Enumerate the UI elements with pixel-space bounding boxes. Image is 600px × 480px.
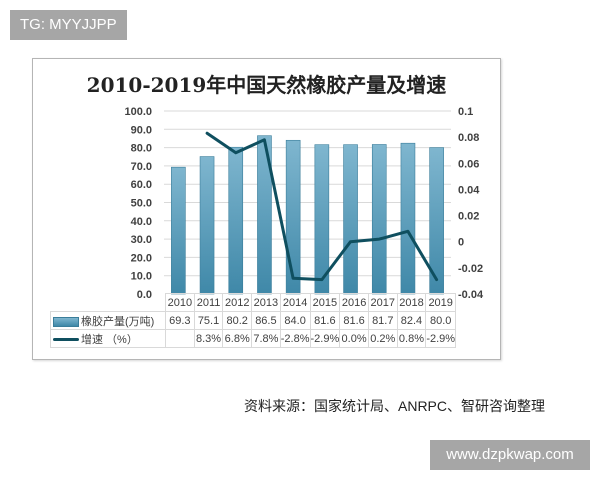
growth-cell: -2.8% xyxy=(279,329,311,348)
growth-cell: 8.3% xyxy=(193,329,224,348)
chart-frame: 2010-2019年中国天然橡胶产量及增速 100.0 90.0 80.0 70.0 6… xyxy=(32,58,501,360)
left-axis-tick: 20.0 xyxy=(131,252,152,264)
watermark: www.dzpkwap.com xyxy=(430,440,590,470)
production-cell: 75.1 xyxy=(193,311,224,330)
chart-title: 2010-2019年中国天然橡胶产量及增速 xyxy=(86,73,447,97)
production-cell: 82.4 xyxy=(396,311,427,330)
production-bar xyxy=(285,139,301,295)
growth-cell: -2.9% xyxy=(309,329,341,348)
right-axis-tick: 0.04 xyxy=(458,184,480,196)
production-cell: 81.7 xyxy=(367,311,398,330)
left-axis-tick: 90.0 xyxy=(131,124,152,136)
production-cell: 69.3 xyxy=(165,311,195,330)
production-bar xyxy=(228,146,244,295)
year-cell: 2018 xyxy=(396,293,427,312)
growth-cell: -2.9% xyxy=(425,329,457,348)
growth-cell: 7.8% xyxy=(251,329,281,348)
production-cell: 80.2 xyxy=(222,311,253,330)
year-cell: 2012 xyxy=(222,293,253,312)
left-axis-tick: 30.0 xyxy=(131,234,152,246)
left-axis-tick: 100.0 xyxy=(124,106,152,118)
left-axis-tick: 80.0 xyxy=(131,143,152,155)
growth-cell: 0.8% xyxy=(396,329,427,348)
chart-plot-area: 100.0 90.0 80.0 70.0 60.0 50.0 40.0 30.0 20.0 10.… xyxy=(124,106,484,301)
growth-cell: 0.2% xyxy=(367,329,398,348)
source-note: 资料来源：国家统计局、ANRPC、智研咨询整理 xyxy=(244,398,546,414)
production-cell: 86.5 xyxy=(251,311,281,330)
growth-line xyxy=(205,131,439,282)
left-axis-tick: 70.0 xyxy=(131,161,152,173)
table-row-years: 2010 2011 2012 2013 2014 2015 2016 2017 2018 2019 xyxy=(51,293,457,312)
production-cell: 84.0 xyxy=(279,311,311,330)
production-bar xyxy=(371,144,387,295)
legend-production-label: 橡胶产量(万吨) xyxy=(81,315,155,328)
production-cell: 81.6 xyxy=(339,311,369,330)
production-bar xyxy=(171,166,186,295)
table-row-production: 橡胶产量(万吨) 69.3 75.1 80.2 86.5 84.0 81.6 81.6 81.… xyxy=(50,311,457,330)
production-bar xyxy=(199,156,215,295)
production-bar xyxy=(343,144,358,295)
year-cell: 2019 xyxy=(425,293,457,312)
growth-cell: 0.0% xyxy=(339,329,369,348)
right-axis-tick: 0.02 xyxy=(458,211,479,223)
left-axis-tick: 40.0 xyxy=(131,216,152,228)
right-axis-tick: 0 xyxy=(458,237,464,249)
production-cell: 81.6 xyxy=(309,311,341,330)
bar-swatch-icon xyxy=(53,316,79,327)
data-table: 2010 2011 2012 2013 2014 2015 2016 2017 2018 2019… xyxy=(50,293,457,348)
tg-tag: TG: MYYJJPP xyxy=(10,10,127,40)
table-row-growth: 增速 （%） 8.3% 6.8% 7.8% -2.8% -2.9% 0.0% 0.2% 0.8… xyxy=(50,329,457,348)
legend-growth-label: 增速 （%） xyxy=(81,333,138,346)
line-swatch-icon xyxy=(53,338,79,342)
right-axis-tick: 0.08 xyxy=(458,132,479,144)
year-cell: 2010 xyxy=(165,293,195,312)
growth-cell: 6.8% xyxy=(222,329,253,348)
right-axis-tick: -0.04 xyxy=(458,289,484,301)
year-cell: 2015 xyxy=(309,293,341,312)
year-cell: 2014 xyxy=(279,293,311,312)
production-bar xyxy=(400,142,416,295)
right-axis-tick: 0.06 xyxy=(458,158,479,170)
right-axis-tick: 0.1 xyxy=(458,106,473,118)
left-axis-tick: 0.0 xyxy=(137,289,152,301)
legend-growth: 增速 （%） xyxy=(50,329,166,348)
left-axis-tick: 10.0 xyxy=(131,271,152,283)
year-cell: 2016 xyxy=(339,293,369,312)
left-axis-tick: 60.0 xyxy=(131,179,152,191)
year-cell: 2013 xyxy=(251,293,281,312)
legend-production: 橡胶产量(万吨) xyxy=(50,311,166,330)
table-corner xyxy=(51,294,166,312)
growth-cell xyxy=(165,329,195,348)
production-cell: 80.0 xyxy=(425,311,457,330)
year-cell: 2011 xyxy=(193,293,224,312)
right-axis-tick: -0.02 xyxy=(458,263,483,275)
year-cell: 2017 xyxy=(367,293,398,312)
left-axis-tick: 50.0 xyxy=(131,198,152,210)
